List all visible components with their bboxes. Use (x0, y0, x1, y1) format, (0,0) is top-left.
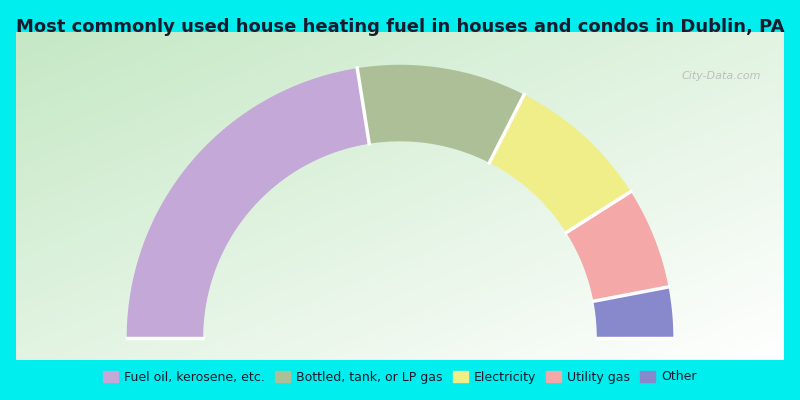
Polygon shape (594, 287, 674, 338)
Text: Most commonly used house heating fuel in houses and condos in Dublin, PA: Most commonly used house heating fuel in… (16, 18, 784, 36)
Polygon shape (358, 65, 524, 163)
Text: City-Data.com: City-Data.com (682, 71, 761, 81)
Polygon shape (566, 192, 669, 301)
Polygon shape (490, 94, 630, 233)
Polygon shape (126, 68, 370, 338)
Legend: Fuel oil, kerosene, etc., Bottled, tank, or LP gas, Electricity, Utility gas, Ot: Fuel oil, kerosene, etc., Bottled, tank,… (98, 366, 702, 388)
